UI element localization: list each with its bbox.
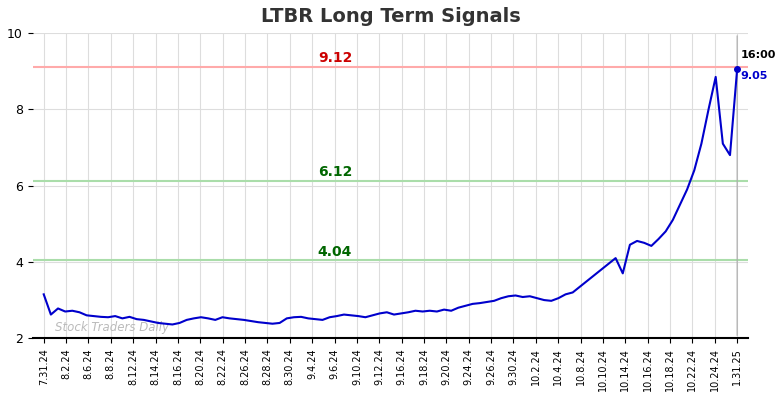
- Text: 4.04: 4.04: [318, 245, 352, 259]
- Text: 16:00: 16:00: [741, 50, 776, 60]
- Text: 9.12: 9.12: [318, 51, 352, 65]
- Text: Stock Traders Daily: Stock Traders Daily: [55, 322, 169, 334]
- Title: LTBR Long Term Signals: LTBR Long Term Signals: [260, 7, 521, 26]
- Text: 9.05: 9.05: [741, 71, 768, 81]
- Text: 6.12: 6.12: [318, 166, 352, 179]
